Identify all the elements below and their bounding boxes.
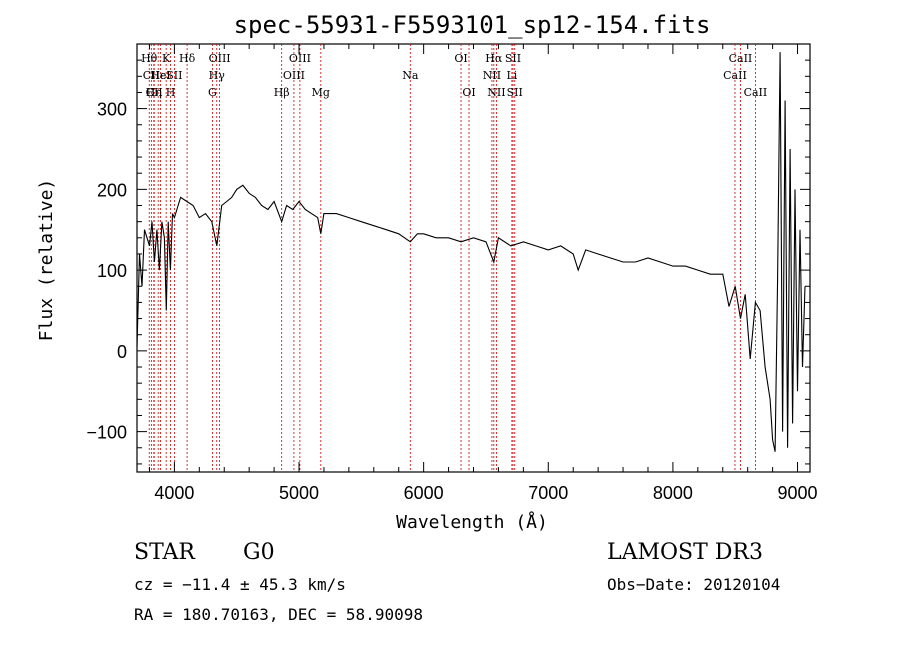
line-marker-label-27: CaII (729, 52, 753, 65)
x-axis-label: Wavelength (Å) (396, 511, 548, 533)
plot-frame (136, 43, 811, 473)
survey-name: LAMOST DR3 (607, 540, 763, 565)
line-marker-label-20: Hα (485, 52, 503, 65)
y-tick-label-2: 100 (97, 261, 127, 281)
chart-title: spec-55931-F5593101_sp12-154.fits (234, 11, 711, 39)
line-marker-label-13: Hβ (274, 86, 290, 99)
line-marker-label-25: SII (507, 86, 523, 99)
y-axis-label: Flux (relative) (36, 179, 57, 342)
line-marker-label-8: SII (166, 69, 182, 82)
line-marker-label-4: Hε (151, 69, 167, 82)
x-tick-label-2: 6000 (404, 483, 444, 503)
line-marker-label-17: Na (402, 69, 419, 82)
line-marker-label-1: CII (143, 69, 160, 82)
line-marker-label-12: G (208, 86, 217, 99)
object-type: STAR (134, 540, 195, 565)
coordinates: RA = 180.70163, DEC = 58.90098 (134, 605, 423, 624)
line-marker-label-19: OI (462, 86, 475, 99)
line-marker-label-2: CII (146, 86, 163, 99)
line-marker-label-21: NII (483, 69, 501, 82)
y-tick-label-3: 200 (97, 180, 127, 200)
line-marker-label-6: HeI (150, 69, 170, 82)
x-tick-label-5: 9000 (778, 483, 818, 503)
series-line-0 (136, 52, 806, 452)
x-tick-label-4: 8000 (653, 483, 693, 503)
y-axis: −100 0 100 200 300 (86, 59, 810, 465)
line-marker-label-9: Hδ (179, 52, 196, 65)
line-marker-label-24: Li (506, 69, 517, 82)
y-tick-label-1: 0 (117, 342, 127, 362)
spectrum-chart: spec-55931-F5593101_sp12-154.fits Hθ CII C… (36, 11, 818, 533)
line-marker-label-28: CaII (744, 86, 768, 99)
object-subclass: G0 (243, 540, 275, 565)
line-marker-label-18: OI (454, 52, 467, 65)
line-marker-label-11: Hγ (209, 69, 226, 82)
x-tick-label-3: 7000 (528, 483, 568, 503)
line-marker-label-0: Hθ (141, 52, 158, 65)
x-axis: 4000 5000 6000 7000 8000 9000 (148, 44, 818, 503)
line-marker-label-16: Mg (312, 86, 330, 99)
x-tick-label-0: 4000 (154, 483, 194, 503)
line-marker-label-3: Hη (146, 86, 162, 99)
obs-date: Obs−Date: 20120104 (607, 575, 781, 594)
line-marker-label-26: CaII (723, 69, 747, 82)
series-group (136, 52, 806, 452)
line-marker-label-22: NII (487, 86, 505, 99)
line-markers (148, 44, 756, 472)
y-tick-label-4: 300 (97, 100, 127, 120)
line-marker-label-5: K (162, 52, 171, 65)
line-marker-label-7: H (166, 86, 176, 99)
line-marker-label-23: SII (505, 52, 521, 65)
line-marker-label-10: OIII (209, 52, 231, 65)
line-marker-label-15: OIII (289, 52, 311, 65)
redshift-cz: cz = −11.4 ± 45.3 km/s (134, 575, 346, 594)
x-tick-label-1: 5000 (279, 483, 319, 503)
y-tick-label-0: −100 (86, 423, 127, 443)
line-marker-label-14: OIII (283, 69, 305, 82)
